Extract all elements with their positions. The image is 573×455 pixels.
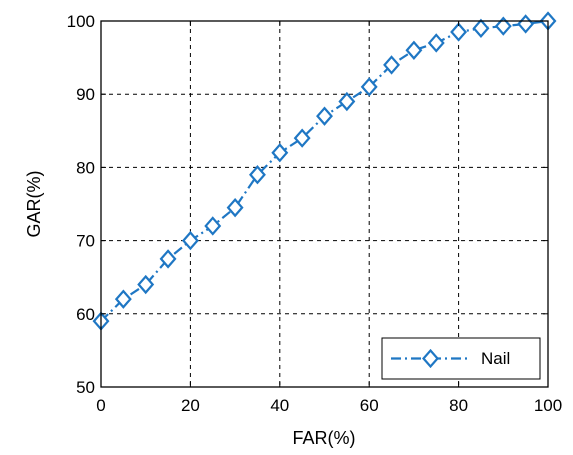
x-tick-label: 20 <box>181 396 200 415</box>
data-point <box>204 216 222 236</box>
x-tick-label: 0 <box>96 396 105 415</box>
x-axis-label: FAR(%) <box>293 428 356 448</box>
series-layer <box>92 11 557 331</box>
y-tick-label: 100 <box>67 12 95 31</box>
data-point <box>293 128 311 148</box>
grid <box>101 21 548 387</box>
data-point <box>338 91 356 112</box>
data-point <box>226 197 244 218</box>
data-point <box>181 230 199 251</box>
data-point <box>405 40 423 60</box>
legend: Nail <box>381 337 541 380</box>
legend-marker-diamond <box>422 348 439 369</box>
y-tick-label: 90 <box>76 85 95 104</box>
x-tick-label: 40 <box>270 396 289 415</box>
ticks: 0 20 40 60 80 100 50 60 70 80 90 100 <box>67 12 563 415</box>
data-point <box>494 16 512 36</box>
legend-label-nail: Nail <box>481 349 510 368</box>
y-axis-label: GAR(%) <box>24 171 44 238</box>
y-tick-label: 70 <box>76 232 95 251</box>
data-point <box>383 55 401 75</box>
y-tick-label: 50 <box>76 378 95 397</box>
data-point <box>159 249 177 269</box>
plot-border <box>100 20 549 388</box>
data-point <box>360 77 378 97</box>
data-point <box>427 33 445 53</box>
data-point <box>450 22 468 42</box>
data-point <box>248 165 266 185</box>
plot-area <box>101 21 548 387</box>
data-point <box>114 289 132 309</box>
x-tick-label: 60 <box>360 396 379 415</box>
x-tick-label: 100 <box>534 396 562 415</box>
data-point <box>137 274 155 295</box>
data-point <box>316 106 333 126</box>
x-tick-label: 80 <box>449 396 468 415</box>
data-point <box>472 18 490 38</box>
data-point <box>271 143 289 163</box>
y-tick-label: 80 <box>76 158 95 177</box>
y-tick-label: 60 <box>76 305 95 324</box>
